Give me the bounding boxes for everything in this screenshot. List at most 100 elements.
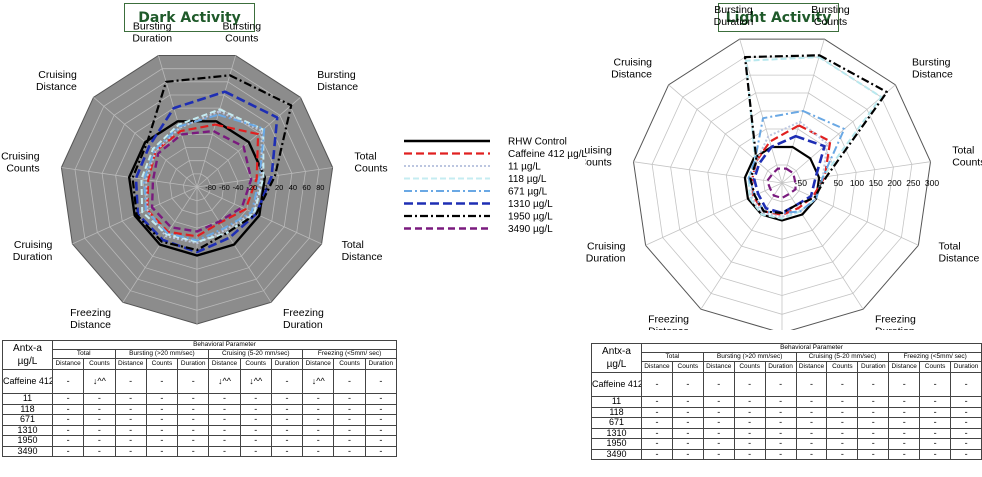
legend-label-671-ug-l: 671 µg/L <box>508 187 548 198</box>
table-cell: - <box>950 406 982 418</box>
dark-series-1950-ug-l <box>131 74 293 252</box>
dark-axis-label-cruising-counts: Cruising Counts <box>1 150 40 174</box>
table-cell: - <box>270 445 304 457</box>
table-cell: - <box>208 414 241 426</box>
subcol-header: Duration <box>857 361 890 373</box>
table-cell: - <box>208 424 241 436</box>
table-cell: - <box>364 403 398 415</box>
super-header: Behavioral Parameter <box>640 343 982 353</box>
table-cell: - <box>114 403 147 415</box>
dark-grid-ring <box>155 147 239 229</box>
subcol-header: Duration <box>270 358 304 370</box>
table-cell: - <box>333 424 366 436</box>
table-cell: - <box>764 396 797 408</box>
dark-axis-label-total-counts: Total Counts <box>354 150 387 174</box>
dark-chart-title: Dark Activity <box>124 3 255 32</box>
table-cell: - <box>239 435 272 447</box>
light-grid-ring <box>707 110 857 259</box>
light-spoke <box>781 161 931 184</box>
legend-label-1950-ug-l: 1950 µg/L <box>508 212 553 223</box>
dark-tick-label: 80 <box>316 183 324 192</box>
subcol-header: Distance <box>702 361 735 373</box>
light-spoke <box>633 161 783 184</box>
table-cell: - <box>114 435 147 447</box>
table-cell: - <box>857 438 890 450</box>
table-cell: - <box>114 393 147 405</box>
table-cell: - <box>950 372 982 397</box>
subcol-header: Distance <box>641 361 673 373</box>
super-header: Behavioral Parameter <box>51 340 398 350</box>
light-grid-ring <box>670 74 894 296</box>
subcol-header: Counts <box>83 358 116 370</box>
light-spoke <box>668 84 783 184</box>
subcol-header: Distance <box>51 358 85 370</box>
dark-tick-label: 60 <box>302 183 310 192</box>
light-axis-label-bursting-distance: Bursting Distance <box>912 56 953 80</box>
light-grid-ring <box>725 128 839 240</box>
table-cell: - <box>702 438 735 450</box>
row-label: Caffeine 412 <box>591 372 642 397</box>
dark-series-671-ug-l <box>143 113 266 242</box>
table-cell: - <box>764 372 797 397</box>
dark-grid-ring <box>101 94 293 284</box>
table-cell: - <box>671 448 704 460</box>
dark-behavior-table: Antx-a µg/L Behavioral Parameter Total Burs… <box>2 340 398 457</box>
table-row: 3490- - - - - - - - - - - <box>2 445 398 457</box>
dark-axis-label-total-distance: Total Distance <box>342 239 383 263</box>
table-cell: - <box>671 438 704 450</box>
table-cell: - <box>145 414 179 426</box>
table-cell: - <box>333 393 366 405</box>
table-cell: - <box>919 396 952 408</box>
legend-label-3490-ug-l: 3490 µg/L <box>508 224 553 235</box>
dark-series-11-ug-l <box>145 110 263 245</box>
table-cell: - <box>208 445 241 457</box>
table-cell: - <box>795 448 828 460</box>
table-cell: - <box>302 403 335 415</box>
table-cell: - <box>83 445 116 457</box>
dark-radar-chart: -80 -60 -40 -20 0 20 40 60 80 Bursting Counts Burst… <box>1 20 388 330</box>
dark-grid-ring <box>169 160 225 215</box>
table-cell: - <box>702 406 735 418</box>
table-cell: - <box>888 372 921 397</box>
table-cell: - <box>671 372 704 397</box>
table-cell: - <box>857 396 890 408</box>
group-header: Bursting (>20 mm/sec) <box>702 352 797 362</box>
table-cell: - <box>702 372 735 397</box>
dark-series-caffeine-412-ug-l <box>146 123 260 238</box>
table-cell: - <box>83 393 116 405</box>
light-spoke <box>781 182 919 246</box>
light-tick-label: 250 <box>906 178 920 188</box>
table-cell: - <box>671 396 704 408</box>
row-label: 1310 <box>2 424 53 436</box>
table-cell: - <box>702 417 735 429</box>
table-cell: - <box>702 427 735 439</box>
dark-series-rhw-control <box>127 120 266 257</box>
table-cell: - <box>333 369 366 394</box>
table-cell: - <box>826 448 859 460</box>
dark-series-3490-ug-l <box>150 129 253 233</box>
table-cell: - <box>733 448 766 460</box>
dark-grid-ring <box>182 173 212 202</box>
table-cell: - <box>270 393 304 405</box>
table-cell: - <box>145 424 179 436</box>
table-cell: - <box>177 403 210 415</box>
light-tick-label: -50 <box>795 178 808 188</box>
table-cell: - <box>145 393 179 405</box>
table-cell: - <box>177 393 210 405</box>
table-cell: - <box>364 424 398 436</box>
subcol-header: Distance <box>888 361 921 373</box>
table-cell: - <box>177 369 210 394</box>
dark-axis-label-bursting-duration: Bursting Duration <box>132 20 172 44</box>
dark-grid-ring <box>88 81 306 298</box>
table-cell: - <box>795 438 828 450</box>
dark-tick-label: -20 <box>246 183 257 192</box>
table-row: Caffeine 412- - - - - - - - - - - <box>591 372 982 397</box>
table-cell: - <box>795 417 828 429</box>
subcol-header: Counts <box>145 358 179 370</box>
table-cell: - <box>641 396 673 408</box>
table-cell: - <box>919 438 952 450</box>
table-cell: - <box>641 427 673 439</box>
light-grid-ring <box>762 164 802 203</box>
